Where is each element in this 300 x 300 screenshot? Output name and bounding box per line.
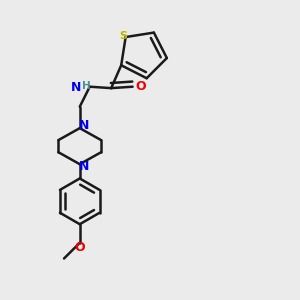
Text: O: O xyxy=(135,80,146,93)
Text: N: N xyxy=(79,160,89,173)
Text: H: H xyxy=(82,81,91,91)
Text: N: N xyxy=(71,81,81,94)
Text: O: O xyxy=(74,242,85,254)
Text: N: N xyxy=(79,119,89,132)
Text: S: S xyxy=(119,31,127,40)
